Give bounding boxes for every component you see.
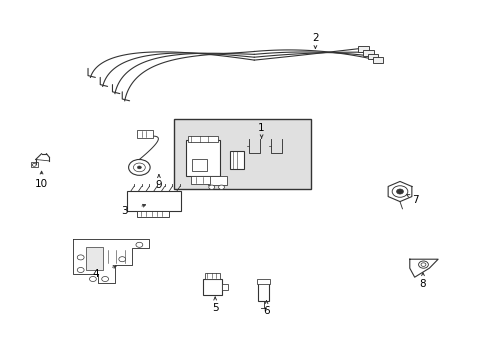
Text: 8: 8: [419, 279, 426, 289]
Bar: [185, 140, 220, 176]
Polygon shape: [73, 239, 149, 283]
Polygon shape: [409, 259, 437, 277]
Text: 4: 4: [92, 269, 99, 279]
Circle shape: [89, 276, 96, 282]
Circle shape: [32, 163, 36, 166]
Circle shape: [128, 159, 150, 175]
Circle shape: [119, 257, 125, 262]
Bar: [362, 50, 373, 56]
Circle shape: [218, 185, 224, 189]
Text: 9: 9: [155, 180, 162, 190]
Circle shape: [391, 186, 407, 197]
Bar: [256, 279, 270, 284]
Bar: [31, 162, 38, 167]
Bar: [372, 57, 383, 63]
Bar: [173, 119, 310, 189]
Circle shape: [136, 242, 142, 247]
Text: 3: 3: [121, 206, 128, 216]
Circle shape: [208, 185, 214, 189]
Circle shape: [396, 189, 403, 194]
Bar: [205, 273, 220, 279]
Text: 5: 5: [211, 303, 218, 313]
Bar: [191, 159, 207, 171]
Text: 7: 7: [411, 195, 418, 205]
Bar: [127, 191, 181, 211]
Polygon shape: [387, 181, 411, 202]
Circle shape: [137, 166, 141, 169]
Text: 1: 1: [258, 123, 264, 133]
Bar: [203, 279, 222, 295]
Circle shape: [418, 261, 427, 268]
Text: 10: 10: [35, 179, 48, 189]
Text: 6: 6: [263, 306, 269, 316]
Circle shape: [77, 267, 84, 273]
Bar: [190, 176, 210, 184]
Circle shape: [102, 276, 108, 282]
Circle shape: [133, 163, 145, 172]
Circle shape: [77, 255, 84, 260]
Bar: [222, 284, 228, 290]
Bar: [367, 54, 378, 59]
Bar: [85, 247, 102, 270]
Bar: [137, 211, 168, 217]
Bar: [258, 281, 268, 301]
Bar: [229, 151, 243, 169]
Bar: [188, 136, 217, 142]
Circle shape: [420, 263, 425, 266]
Text: 2: 2: [311, 33, 318, 43]
Bar: [357, 46, 368, 52]
Bar: [207, 176, 227, 185]
Bar: [137, 130, 152, 138]
